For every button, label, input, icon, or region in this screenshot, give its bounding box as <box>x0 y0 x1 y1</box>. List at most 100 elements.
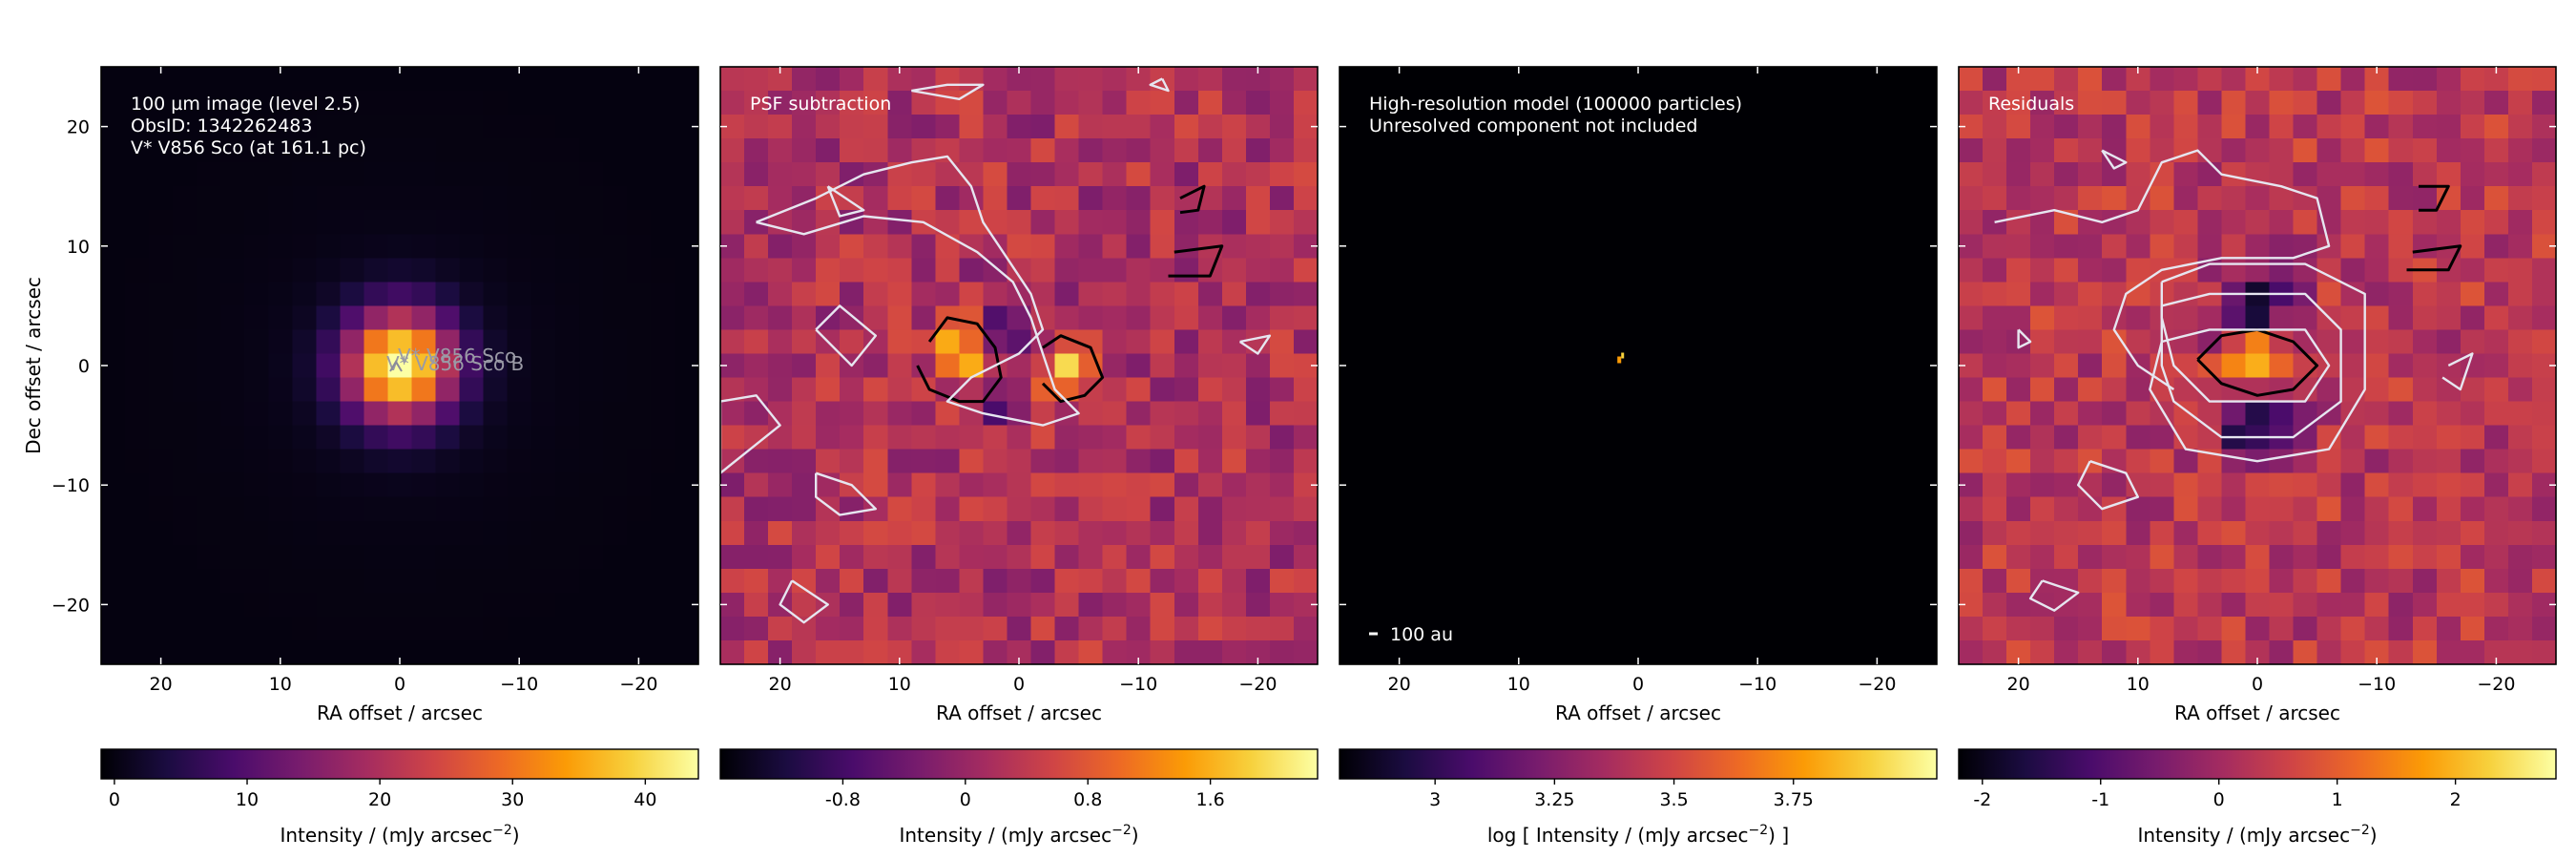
colorbar-label-text: Intensity / (mJy arcsec <box>2137 824 2350 847</box>
contour-positive <box>916 316 1003 404</box>
panel-image: 20 10 0 −10 −20 20 10 0 −10 −20 RA offset / arcsec… <box>22 66 699 724</box>
colorbar-tick-label: 0.8 <box>1073 789 1102 810</box>
x-tick-label: 10 <box>888 674 911 695</box>
panel-annotation: Residuals <box>1988 94 2074 115</box>
y-tick-label: 20 <box>67 117 90 138</box>
colorbar-tick-label: 0 <box>2213 789 2225 810</box>
x-tick-label: −20 <box>2477 674 2515 695</box>
colorbar-tick-label: 0 <box>960 789 971 810</box>
colorbar-label-suffix: ) <box>2370 824 2378 847</box>
x-tick-label: −10 <box>2358 674 2396 695</box>
panel-annotation: Unresolved component not included <box>1369 115 1697 136</box>
contour-negative <box>2077 460 2139 511</box>
colorbar-tick-label: 30 <box>501 789 524 810</box>
colorbar-tick-label: -1 <box>2091 789 2109 810</box>
contour-negative <box>1994 149 2331 390</box>
y-tick-label: −10 <box>52 475 90 496</box>
colorbar-residuals: -2 -1 0 1 2 Intensity / (mJy arcsec−2) <box>1958 748 2557 847</box>
x-axis-label: RA offset / arcsec <box>2174 702 2340 724</box>
contour-negative <box>779 579 829 624</box>
x-tick-label: 20 <box>2007 674 2030 695</box>
colorbar-label-suffix: ) <box>1132 824 1139 847</box>
colorbar-label-text: Intensity / (mJy arcsec <box>899 824 1111 847</box>
x-tick-label: −20 <box>619 674 657 695</box>
heatmap-residuals <box>1959 67 2557 665</box>
contour-negative <box>815 304 877 367</box>
contour-negative <box>2101 149 2128 170</box>
source-marker <box>389 360 403 372</box>
colorbar-label-suffix: ) <box>512 824 520 847</box>
contour-negative <box>911 83 985 100</box>
contour-negative <box>2028 579 2080 612</box>
contour-negative <box>2017 328 2032 349</box>
colorbar-tick-label: 3.75 <box>1774 789 1814 810</box>
x-axis-label: RA offset / arcsec <box>317 702 483 724</box>
colorbar-label-text: log [ Intensity / (mJy arcsec <box>1487 824 1749 847</box>
x-tick-label: 20 <box>150 674 173 695</box>
x-tick-label: 0 <box>1013 674 1025 695</box>
colorbar-label-exponent: −2 <box>1749 823 1769 838</box>
x-tick-label: 10 <box>1507 674 1530 695</box>
colorbar-model: 3 3.25 3.5 3.75 log [ Intensity / (mJy arcse… <box>1339 748 1938 847</box>
colorbar-tick-label: 1 <box>2332 789 2343 810</box>
panel-annotation: High-resolution model (100000 particles) <box>1369 94 1742 115</box>
model-point-source-core <box>1621 352 1625 359</box>
contour-positive <box>1041 334 1105 404</box>
colorbar-image: 0 10 20 30 40 Intensity / (mJy arcsec−2) <box>100 748 699 847</box>
contour-negative <box>2160 292 2342 439</box>
colorbar-tick-label: 3 <box>1429 789 1441 810</box>
colorbar-gradient <box>100 748 699 780</box>
contour-negative <box>2441 352 2474 391</box>
colorbar-tick-label: 2 <box>2450 789 2462 810</box>
colorbar-label-suffix: ) ] <box>1768 824 1789 847</box>
colorbar-label-text: Intensity / (mJy arcsec <box>280 824 492 847</box>
scale-bar-label: 100 au <box>1390 624 1453 645</box>
contour-positive <box>1179 184 1206 215</box>
contour-negative <box>826 185 865 218</box>
contour-positive <box>2406 244 2462 272</box>
colorbar-tick-label: 20 <box>368 789 391 810</box>
colorbar-tick-label: -2 <box>1973 789 1991 810</box>
heatmap-model <box>1340 67 1938 665</box>
colorbar-tick-label: 0 <box>109 789 120 810</box>
y-tick-label: 10 <box>67 237 90 258</box>
colorbar-label-exponent: −2 <box>2350 823 2370 838</box>
panel-residuals: 20 10 0 −10 −20 RA offset / arcsec Residuals <box>1958 66 2557 724</box>
contour-negative <box>1238 334 1272 355</box>
panel-model: 20 10 0 −10 −20 RA offset / arcsec High-resolu… <box>1339 66 1938 724</box>
x-tick-label: 0 <box>2252 674 2263 695</box>
colorbar-tick-label: 1.6 <box>1196 789 1225 810</box>
source-label-companion: V* V856 Sco B <box>386 352 524 375</box>
colorbar-label: log [ Intensity / (mJy arcsec−2) ] <box>1487 823 1789 847</box>
y-tick-label: −20 <box>52 595 90 616</box>
colorbar-tick-label: -0.8 <box>825 789 861 810</box>
x-tick-label: 20 <box>1388 674 1411 695</box>
colorbar-tick-label: 3.5 <box>1659 789 1688 810</box>
x-tick-label: −20 <box>1858 674 1896 695</box>
colorbar-label: Intensity / (mJy arcsec−2) <box>280 823 519 847</box>
contour-positive <box>2419 184 2450 212</box>
colorbar-label: Intensity / (mJy arcsec−2) <box>899 823 1138 847</box>
x-tick-label: 10 <box>2127 674 2150 695</box>
colorbar-label: Intensity / (mJy arcsec−2) <box>2137 823 2377 847</box>
heatmap-psf_subtraction <box>720 67 1319 665</box>
x-tick-label: 0 <box>1632 674 1644 695</box>
contour-positive <box>1168 244 1224 278</box>
colorbar-tick-label: 10 <box>236 789 259 810</box>
model-point-source <box>1617 356 1622 364</box>
contour-negative <box>1149 77 1170 93</box>
colorbar-label-exponent: −2 <box>492 823 512 838</box>
colorbar-gradient <box>719 748 1319 780</box>
y-tick-label: 0 <box>78 356 90 377</box>
x-tick-label: −10 <box>1738 674 1776 695</box>
x-tick-label: −20 <box>1238 674 1277 695</box>
colorbar-tick-label: 40 <box>634 789 656 810</box>
x-tick-label: −10 <box>1119 674 1157 695</box>
x-tick-label: −10 <box>500 674 538 695</box>
panel-annotation: 100 µm image (level 2.5) <box>131 94 360 115</box>
colorbar-tick-label: 3.25 <box>1534 789 1574 810</box>
y-axis-label: Dec offset / arcsec <box>22 277 45 454</box>
panel-annotation: V* V856 Sco (at 161.1 pc) <box>131 137 366 158</box>
heatmap-image <box>101 67 699 665</box>
